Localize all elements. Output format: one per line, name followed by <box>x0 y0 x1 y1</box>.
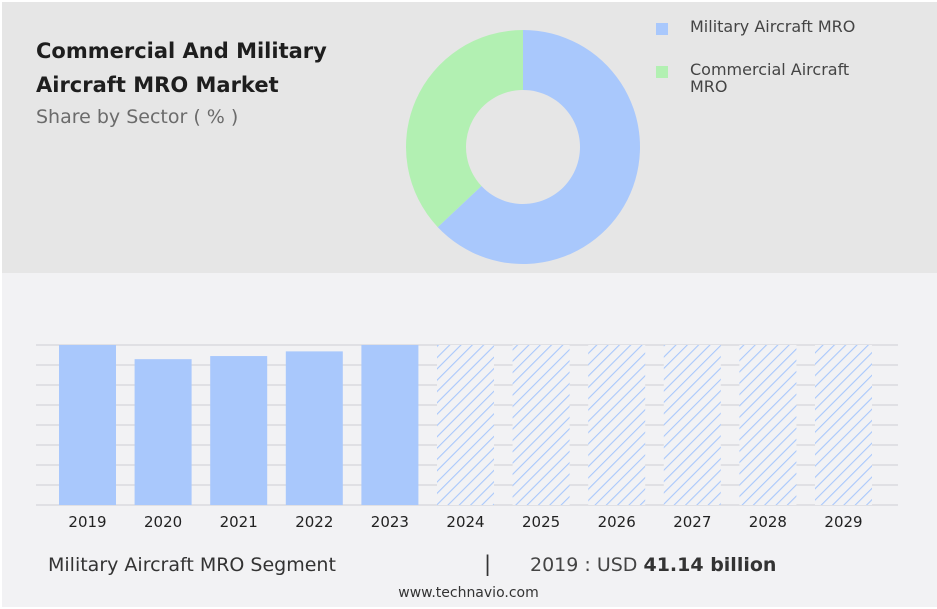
bar-chart: 2019 2020 2021 2022 2023 2024 2025 2026 2027 2028… <box>36 344 898 531</box>
chart-title: Commercial And Military Aircraft MRO Mar… <box>36 39 327 97</box>
legend: Military Aircraft MRO Commercial Aircraf… <box>652 18 892 121</box>
x-tick-2027: 2027 <box>673 513 711 531</box>
x-tick-labels: 2019 2020 2021 2022 2023 2024 2025 2026 2027 2028… <box>68 513 862 531</box>
footer-separator: | <box>484 552 492 576</box>
legend-swatch-military <box>656 23 668 35</box>
legend-label-commercial: Commercial Aircraft MRO <box>690 60 850 96</box>
x-tick-2023: 2023 <box>371 513 409 531</box>
forecast-bar-2029 <box>815 345 872 505</box>
segment-label: Military Aircraft MRO Segment <box>48 554 336 576</box>
donut-slice-0 <box>437 30 640 264</box>
segment-value-amount: 41.14 billion <box>643 554 777 576</box>
x-tick-2020: 2020 <box>144 513 182 531</box>
donut-slice-1 <box>406 30 523 228</box>
x-tick-2019: 2019 <box>68 513 106 531</box>
bar-2022 <box>285 351 343 505</box>
legend-item-military: Military Aircraft MRO <box>652 18 892 35</box>
forecast-bar-2028 <box>739 345 797 505</box>
donut-chart <box>406 30 640 264</box>
forecast-bar-2024 <box>437 345 494 505</box>
source-link[interactable]: www.technavio.com <box>398 585 539 601</box>
x-tick-2024: 2024 <box>446 513 484 531</box>
x-tick-2028: 2028 <box>749 513 787 531</box>
x-tick-2021: 2021 <box>220 513 258 531</box>
legend-item-commercial: Commercial Aircraft MRO <box>652 61 892 95</box>
bar-2023 <box>361 345 419 505</box>
bars <box>59 345 872 505</box>
segment-value: 2019 : USD 41.14 billion <box>530 554 776 576</box>
forecast-bar-2025 <box>512 345 570 505</box>
bar-2020 <box>134 359 192 505</box>
legend-swatch-commercial <box>656 66 668 78</box>
legend-label-military: Military Aircraft MRO <box>690 17 856 36</box>
segment-value-prefix: 2019 : USD <box>530 554 638 576</box>
x-tick-2029: 2029 <box>824 513 862 531</box>
x-tick-2022: 2022 <box>295 513 333 531</box>
bar-2021 <box>210 356 268 505</box>
x-tick-2026: 2026 <box>598 513 636 531</box>
forecast-bar-2027 <box>663 345 721 505</box>
chart-subtitle: Share by Sector ( % ) <box>36 106 239 128</box>
forecast-bar-2026 <box>588 345 646 505</box>
bar-2019 <box>59 345 116 505</box>
x-tick-2025: 2025 <box>522 513 560 531</box>
